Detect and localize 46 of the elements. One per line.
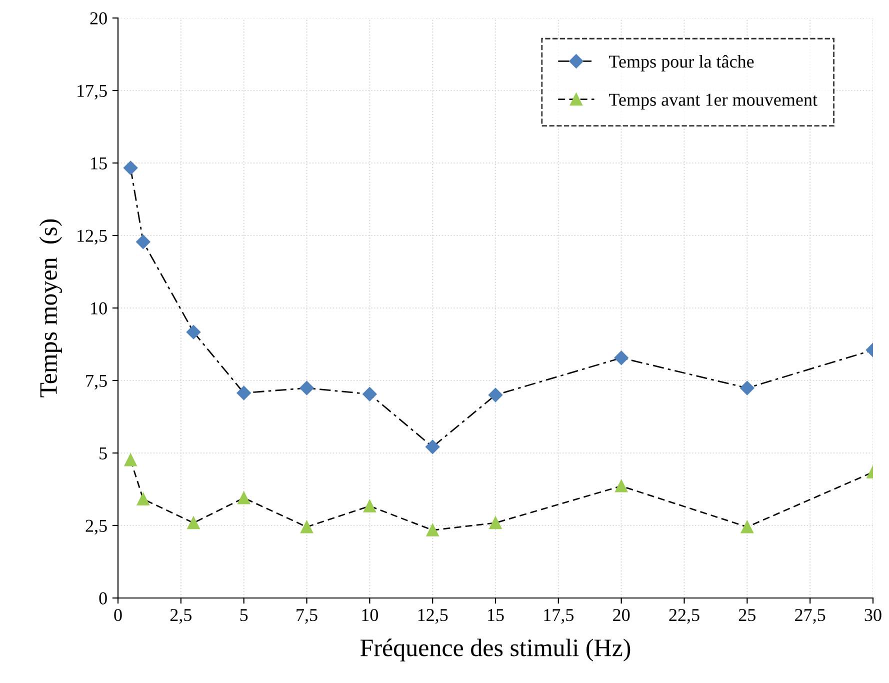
y-tick-label: 0	[99, 592, 107, 604]
x-tick-label: 27,5	[795, 608, 826, 624]
x-tick-label: 20	[613, 608, 630, 622]
y-tick-label: 12,5	[78, 230, 107, 245]
point	[238, 492, 250, 504]
x-tick-label: 7,5	[296, 609, 318, 624]
point	[426, 440, 440, 454]
x-tick-label: 15	[488, 609, 504, 622]
point	[488, 388, 503, 402]
point	[614, 350, 628, 365]
y-tick-label: 2,5	[86, 520, 107, 535]
point	[363, 500, 376, 512]
point	[426, 524, 439, 536]
point	[740, 380, 754, 396]
x-tick-label: 0	[114, 608, 122, 622]
y-tick-label: 17,5	[78, 84, 107, 100]
x-axis-title: Fréquence des stimuli (Hz)	[360, 638, 630, 662]
point	[362, 387, 377, 402]
legend-label: Temps pour la tâche	[609, 54, 754, 72]
point	[136, 234, 150, 249]
point	[615, 480, 628, 492]
point	[124, 160, 138, 176]
y-axis-title: Temps moyen (s)	[39, 219, 62, 398]
point	[136, 492, 150, 506]
point	[186, 324, 201, 340]
x-tick-label: 12,5	[418, 608, 448, 624]
x-tick-label: 10	[362, 608, 378, 622]
x-tick-label: 2,5	[170, 608, 192, 624]
x-tick-label: 22,5	[669, 608, 700, 624]
x-tick-label: 5	[240, 609, 248, 622]
y-tick-label: 5	[100, 447, 107, 460]
y-tick-label: 15	[91, 157, 107, 170]
y-tick-label: 7,5	[86, 374, 107, 390]
y-tick-label: 20	[90, 12, 107, 24]
x-tick-label: 30	[864, 608, 882, 622]
x-tick-label: 25	[738, 608, 756, 622]
point	[740, 520, 754, 534]
point	[124, 454, 137, 466]
legend-label: Temps avant 1er mouvement	[609, 94, 818, 110]
point	[300, 380, 314, 396]
point	[236, 386, 251, 400]
point	[187, 516, 200, 530]
point	[300, 520, 313, 534]
x-tick-label: 17,5	[544, 609, 574, 624]
y-tick-label: 10	[91, 302, 107, 314]
point	[489, 516, 502, 530]
